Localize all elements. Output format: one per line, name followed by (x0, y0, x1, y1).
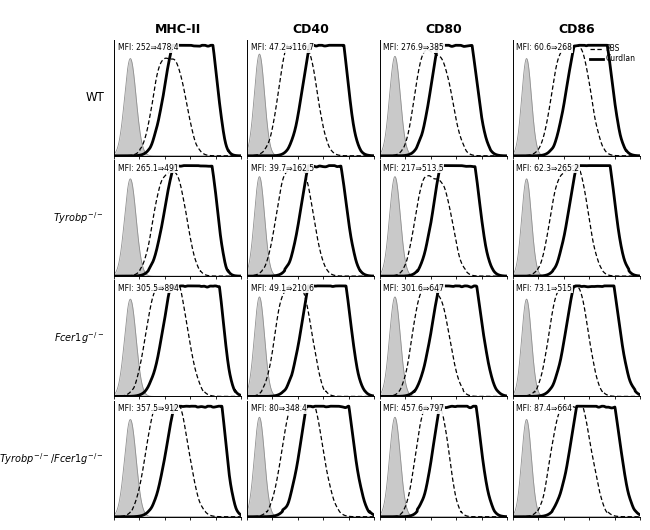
Text: MFI: 252⇒478.4: MFI: 252⇒478.4 (118, 43, 178, 52)
Text: $Tyrobp^{-/-}$: $Tyrobp^{-/-}$ (53, 210, 104, 226)
Text: MFI: 265.1⇒491: MFI: 265.1⇒491 (118, 164, 178, 173)
Text: MFI: 305.5⇒894: MFI: 305.5⇒894 (118, 284, 179, 293)
Text: MFI: 276.9⇒385: MFI: 276.9⇒385 (384, 43, 444, 52)
Text: MFI: 87.4⇒664: MFI: 87.4⇒664 (516, 404, 573, 413)
Text: MFI: 60.6⇒268: MFI: 60.6⇒268 (516, 43, 572, 52)
Text: $Fcer1g^{-/-}$: $Fcer1g^{-/-}$ (54, 331, 104, 346)
Text: CD80: CD80 (425, 22, 462, 36)
Text: MFI: 62.3⇒265.2: MFI: 62.3⇒265.2 (516, 164, 579, 173)
Text: MFI: 47.2⇒116.7: MFI: 47.2⇒116.7 (250, 43, 313, 52)
Text: CD86: CD86 (558, 22, 595, 36)
Text: WT: WT (85, 91, 104, 104)
Text: MFI: 217⇒513.5: MFI: 217⇒513.5 (384, 164, 444, 173)
Text: MHC-II: MHC-II (155, 22, 201, 36)
Legend: PBS, Curdlan: PBS, Curdlan (589, 43, 636, 64)
Text: MFI: 39.7⇒162.5: MFI: 39.7⇒162.5 (250, 164, 314, 173)
Text: CD40: CD40 (292, 22, 329, 36)
Text: MFI: 49.1⇒210.6: MFI: 49.1⇒210.6 (250, 284, 313, 293)
Text: $Tyrobp^{-/-}/ Fcer1g^{-/-}$: $Tyrobp^{-/-}/ Fcer1g^{-/-}$ (0, 451, 104, 466)
Text: MFI: 301.6⇒647: MFI: 301.6⇒647 (384, 284, 445, 293)
Text: MFI: 357.5⇒912: MFI: 357.5⇒912 (118, 404, 178, 413)
Text: MFI: 73.1⇒515: MFI: 73.1⇒515 (516, 284, 572, 293)
Text: MFI: 80⇒348.4: MFI: 80⇒348.4 (250, 404, 306, 413)
Text: MFI: 457.6⇒797: MFI: 457.6⇒797 (384, 404, 445, 413)
